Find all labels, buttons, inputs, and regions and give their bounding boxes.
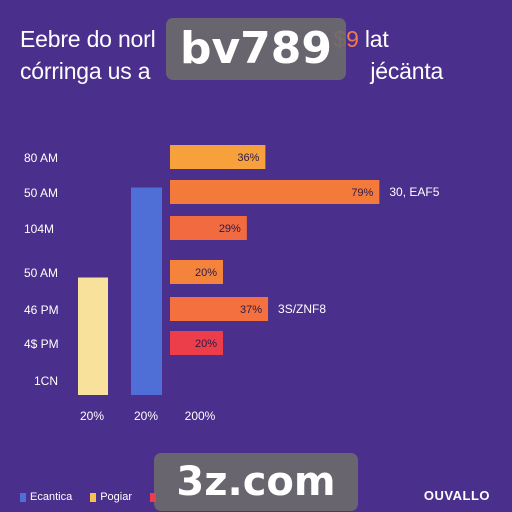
category-label: 50 AM bbox=[24, 266, 58, 280]
vertical-bar bbox=[131, 187, 162, 395]
legend-swatch bbox=[90, 492, 97, 502]
bar-value-label: 20% bbox=[195, 338, 217, 350]
horizontal-bar bbox=[170, 331, 223, 355]
category-label: 80 AM bbox=[24, 151, 58, 165]
category-label: 50 AM bbox=[24, 186, 58, 200]
chart-title-line-2: córringa us a jécänta bbox=[20, 58, 444, 84]
watermark-top: bv789 bbox=[166, 18, 346, 80]
horizontal-bar bbox=[170, 180, 380, 204]
legend-swatch bbox=[20, 492, 26, 502]
bar-value-label: 37% bbox=[240, 304, 262, 316]
bar-value-label: 79% bbox=[351, 187, 373, 199]
bar-value-label: 20% bbox=[195, 267, 217, 279]
category-label: 46 PM bbox=[24, 303, 59, 317]
category-label: 1CN bbox=[34, 374, 58, 388]
category-label: 104M bbox=[24, 222, 54, 236]
legend-item-red bbox=[150, 492, 160, 502]
legend-swatch bbox=[150, 492, 156, 502]
side-annotation: 3S/ZNF8 bbox=[278, 302, 326, 316]
horizontal-bar bbox=[170, 297, 269, 321]
legend-item-pogiar: Pogiar bbox=[90, 491, 132, 503]
horizontal-bar bbox=[170, 216, 247, 240]
vertical-bar bbox=[78, 277, 108, 395]
x-tick-label: 20% bbox=[134, 409, 158, 423]
x-tick-label: 20% bbox=[80, 409, 104, 423]
watermark-bottom: 3z.com bbox=[154, 453, 358, 511]
horizontal-bar bbox=[170, 145, 266, 169]
legend: Ecantica Pogiar bbox=[20, 487, 160, 507]
legend-label: Ecantica bbox=[30, 491, 73, 503]
legend-item-ecantica: Ecantica bbox=[20, 491, 72, 503]
legend-label: Pogiar bbox=[100, 491, 132, 503]
x-tick-label: 200% bbox=[185, 409, 216, 423]
bar-value-label: 36% bbox=[237, 152, 259, 164]
bar-value-label: 29% bbox=[219, 223, 241, 235]
brand-mark: OUVALLO bbox=[423, 488, 490, 503]
side-annotation: 30, EAF5 bbox=[389, 185, 439, 199]
horizontal-bar bbox=[170, 260, 223, 284]
chart-title-line-1: Eebre do norl $9 lat bbox=[20, 26, 389, 52]
category-label: 4$ PM bbox=[24, 337, 59, 351]
